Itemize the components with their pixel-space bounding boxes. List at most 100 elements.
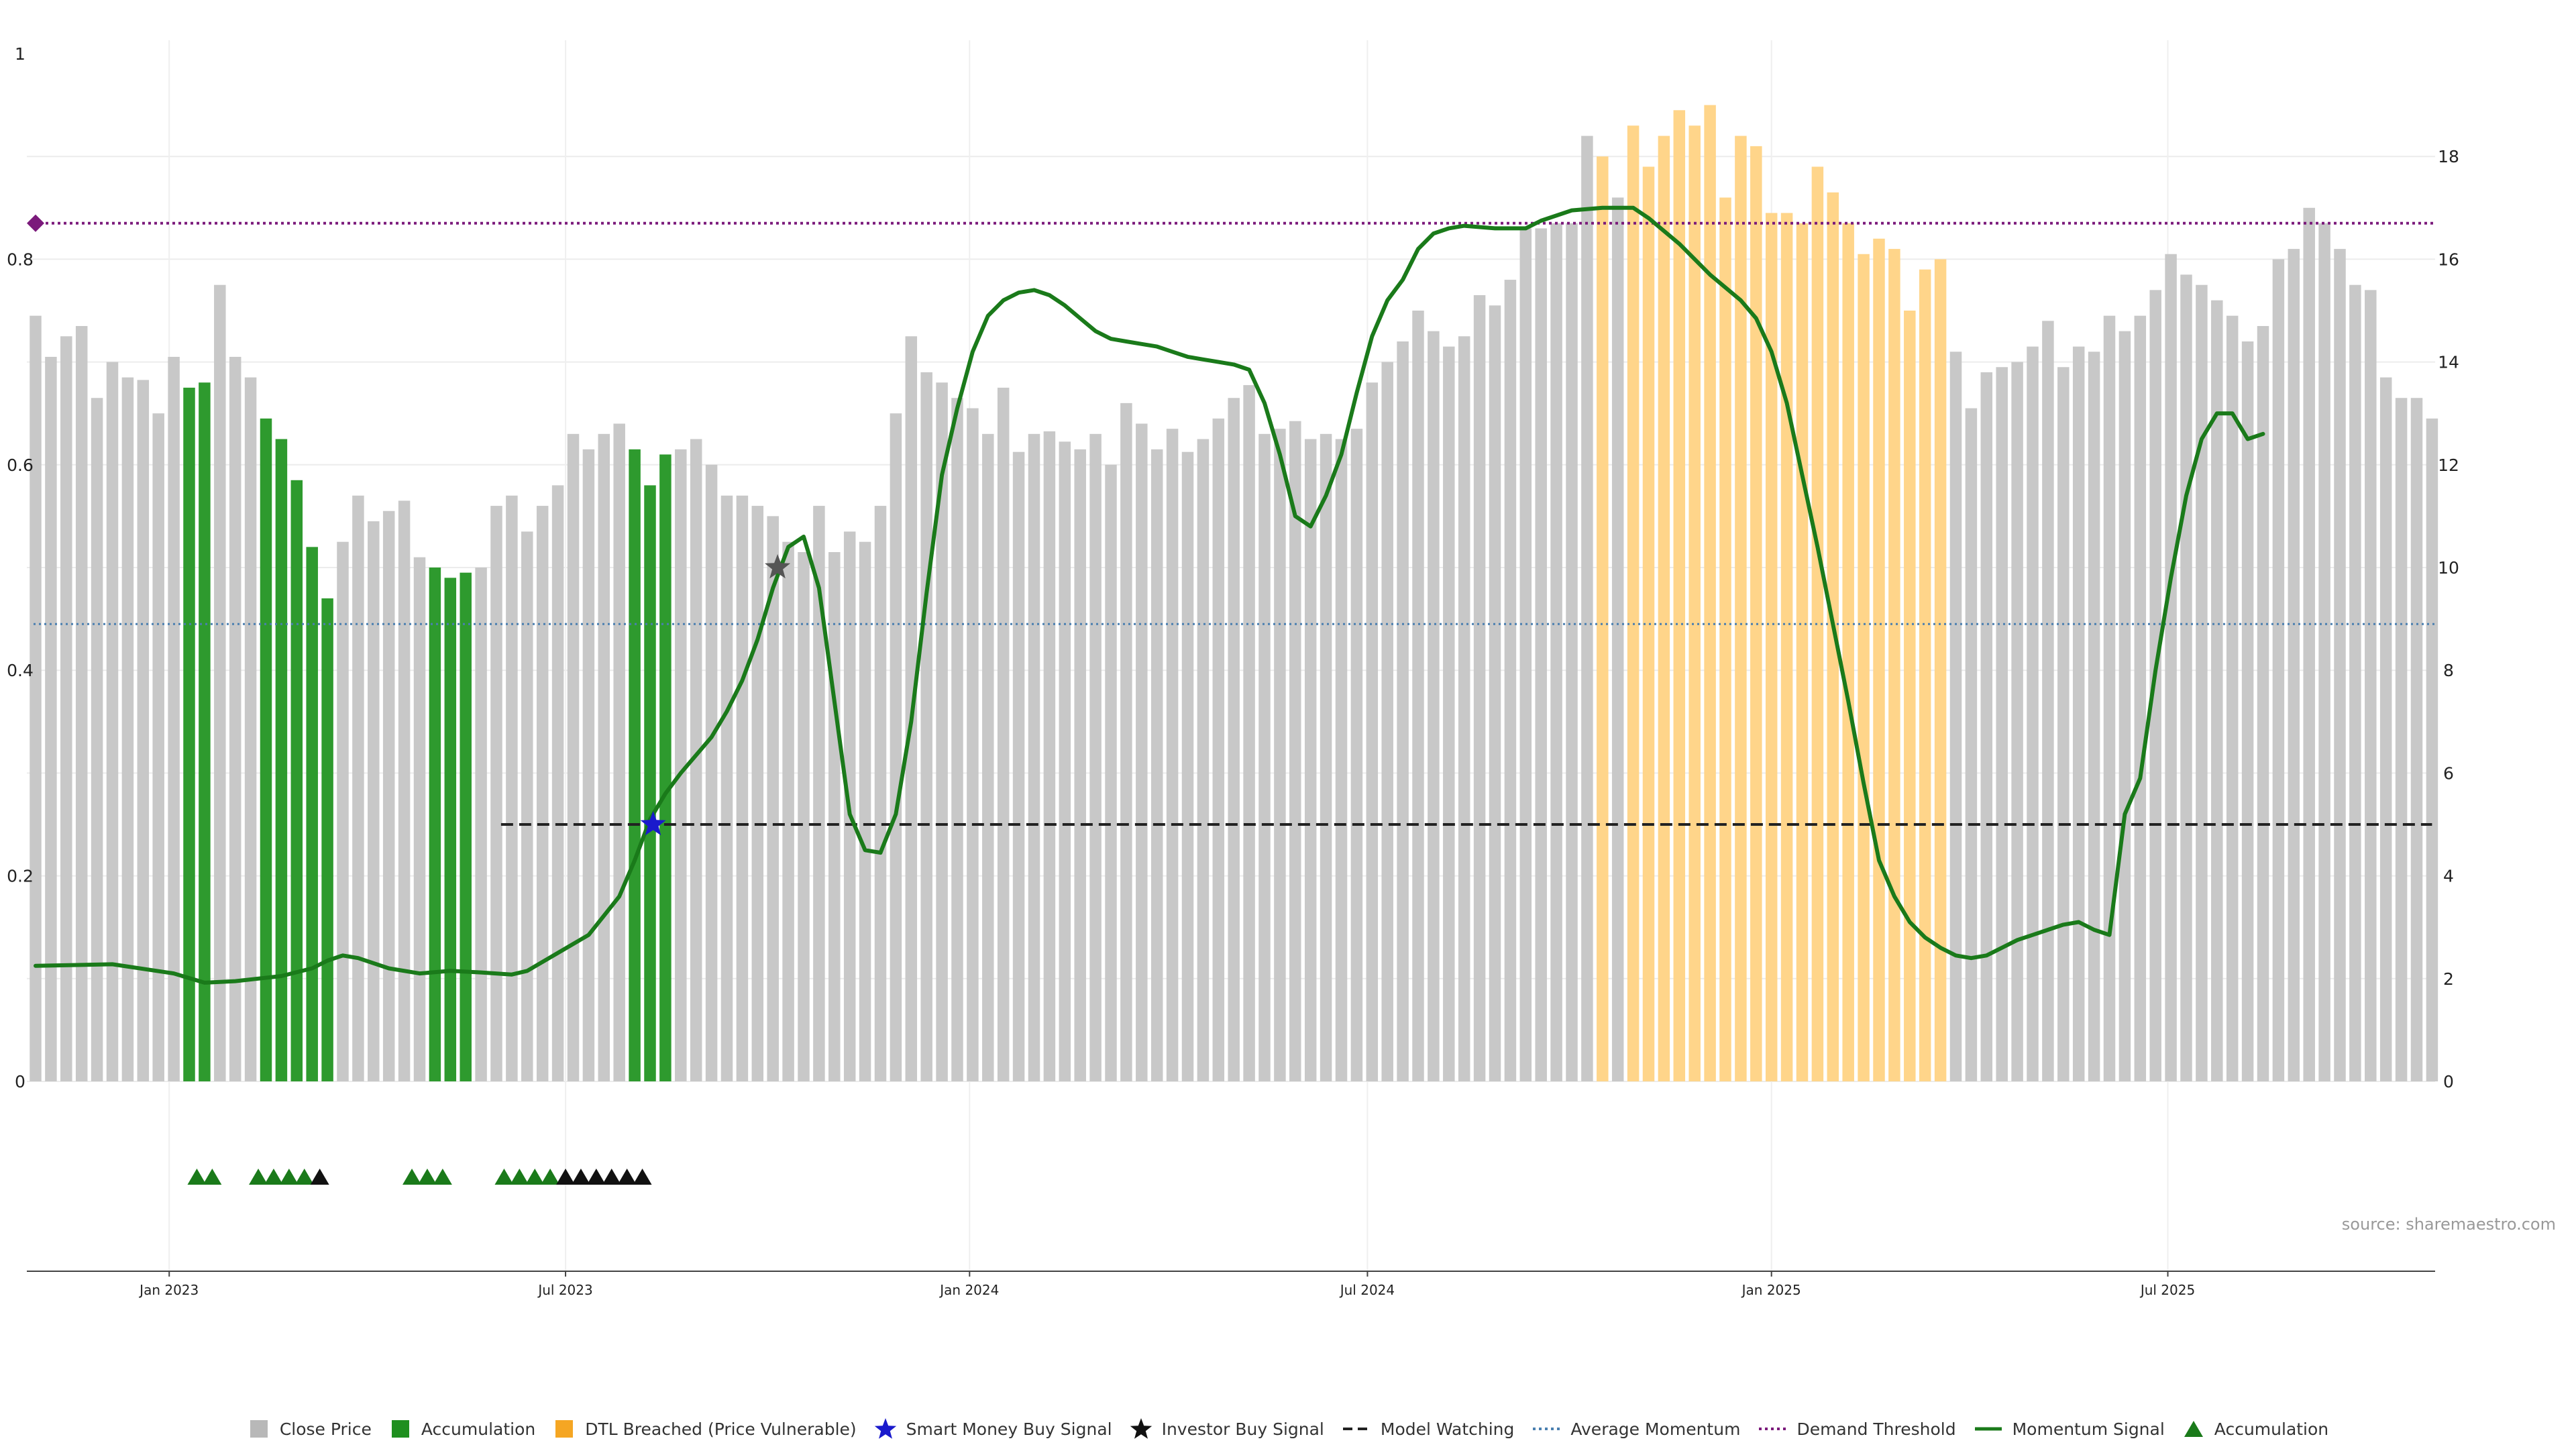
bar bbox=[321, 598, 333, 1081]
bar bbox=[1089, 433, 1102, 1081]
bar bbox=[2318, 223, 2330, 1081]
bar bbox=[506, 495, 518, 1081]
investor-marker bbox=[310, 1169, 329, 1185]
bar bbox=[1428, 331, 1440, 1081]
investor-buy-star bbox=[765, 554, 791, 579]
bar bbox=[1949, 352, 1962, 1081]
legend-item: Investor Buy Signal bbox=[1130, 1417, 1324, 1440]
bar bbox=[782, 541, 794, 1081]
bar bbox=[91, 398, 103, 1081]
bar bbox=[106, 362, 119, 1081]
bar bbox=[720, 495, 733, 1081]
bar bbox=[2349, 284, 2361, 1082]
x-tick-label: Jul 2025 bbox=[2139, 1282, 2195, 1298]
bar bbox=[75, 325, 88, 1082]
bar bbox=[798, 552, 810, 1081]
bar bbox=[152, 413, 164, 1081]
momentum-signal-line bbox=[34, 205, 2265, 985]
investor-marker bbox=[617, 1169, 637, 1185]
bar bbox=[690, 439, 702, 1081]
bar bbox=[444, 578, 457, 1081]
bar bbox=[551, 485, 564, 1081]
accumulation-marker bbox=[541, 1169, 560, 1185]
smart-money-buy-star bbox=[640, 811, 666, 836]
bar bbox=[1597, 156, 1609, 1082]
accumulation-marker bbox=[433, 1169, 452, 1185]
legend-symbol-icon bbox=[1342, 1428, 1370, 1430]
bar bbox=[2057, 367, 2070, 1081]
legend-symbol-icon bbox=[555, 1420, 574, 1438]
bar bbox=[1780, 213, 1793, 1082]
legend-label: Accumulation bbox=[2214, 1419, 2329, 1439]
bar bbox=[2165, 254, 2177, 1081]
bar bbox=[475, 568, 487, 1081]
bar bbox=[890, 413, 902, 1081]
left-tick-label: 0.8 bbox=[7, 250, 34, 269]
x-tick-label: Jan 2024 bbox=[938, 1282, 999, 1298]
investor-marker bbox=[556, 1169, 576, 1185]
bar bbox=[582, 449, 595, 1081]
signal-markers bbox=[27, 214, 791, 1185]
legend-symbol-icon bbox=[391, 1420, 409, 1438]
legend-label: Investor Buy Signal bbox=[1161, 1419, 1324, 1439]
accumulation-marker bbox=[402, 1169, 422, 1185]
bar bbox=[2042, 321, 2054, 1081]
investor-marker bbox=[602, 1169, 621, 1185]
bar bbox=[2180, 274, 2192, 1081]
x-tick-label: Jul 2024 bbox=[1339, 1282, 1395, 1298]
bar bbox=[1611, 197, 1624, 1082]
bar bbox=[1919, 269, 1931, 1082]
bar bbox=[1735, 136, 1747, 1081]
bar bbox=[2365, 290, 2377, 1081]
accumulation-marker bbox=[510, 1169, 529, 1185]
legend-label: Smart Money Buy Signal bbox=[906, 1419, 1112, 1439]
right-tick-label: 14 bbox=[2438, 353, 2459, 372]
legend-symbol-icon bbox=[1759, 1428, 1786, 1430]
left-tick-label: 0 bbox=[15, 1072, 25, 1091]
bar bbox=[2379, 377, 2392, 1081]
legend-symbol-icon bbox=[1533, 1428, 1560, 1430]
bar bbox=[1197, 439, 1210, 1081]
legend-symbol-icon bbox=[874, 1418, 896, 1439]
legend-label: Close Price bbox=[279, 1419, 372, 1439]
bar bbox=[2395, 398, 2408, 1081]
x-tick-label: Jan 2023 bbox=[138, 1282, 199, 1298]
bar bbox=[1888, 249, 1900, 1082]
bar bbox=[1965, 408, 1978, 1081]
bar bbox=[629, 449, 641, 1081]
bar bbox=[1397, 341, 1409, 1082]
legend-star-icon bbox=[874, 1418, 896, 1439]
bar bbox=[659, 454, 672, 1081]
right-tick-label: 2 bbox=[2443, 969, 2454, 989]
bar bbox=[2072, 346, 2085, 1081]
source-label: source: sharemaestro.com bbox=[2342, 1215, 2556, 1234]
bar bbox=[382, 511, 395, 1081]
bar bbox=[1181, 451, 1194, 1081]
bar bbox=[275, 439, 288, 1081]
bar bbox=[1289, 421, 1301, 1081]
bar bbox=[751, 506, 764, 1081]
accumulation-marker bbox=[494, 1169, 514, 1185]
right-tick-label: 8 bbox=[2443, 661, 2454, 680]
bar bbox=[2334, 249, 2346, 1082]
bar bbox=[1304, 439, 1317, 1081]
bar bbox=[1320, 433, 1332, 1081]
legend-star-icon bbox=[1130, 1418, 1152, 1439]
left-tick-label: 0.6 bbox=[7, 455, 34, 475]
investor-marker bbox=[633, 1169, 652, 1185]
bar bbox=[1796, 223, 1809, 1081]
bar bbox=[1350, 429, 1363, 1081]
accumulation-marker bbox=[279, 1169, 299, 1185]
bar bbox=[982, 433, 994, 1081]
bar bbox=[536, 506, 549, 1081]
bar bbox=[936, 382, 948, 1081]
bar bbox=[736, 495, 749, 1081]
bar bbox=[306, 547, 318, 1081]
bar bbox=[429, 568, 441, 1081]
bar bbox=[214, 284, 226, 1082]
bar bbox=[1274, 429, 1286, 1081]
bar bbox=[2149, 290, 2161, 1081]
bar bbox=[229, 356, 241, 1082]
bar bbox=[1105, 464, 1117, 1081]
